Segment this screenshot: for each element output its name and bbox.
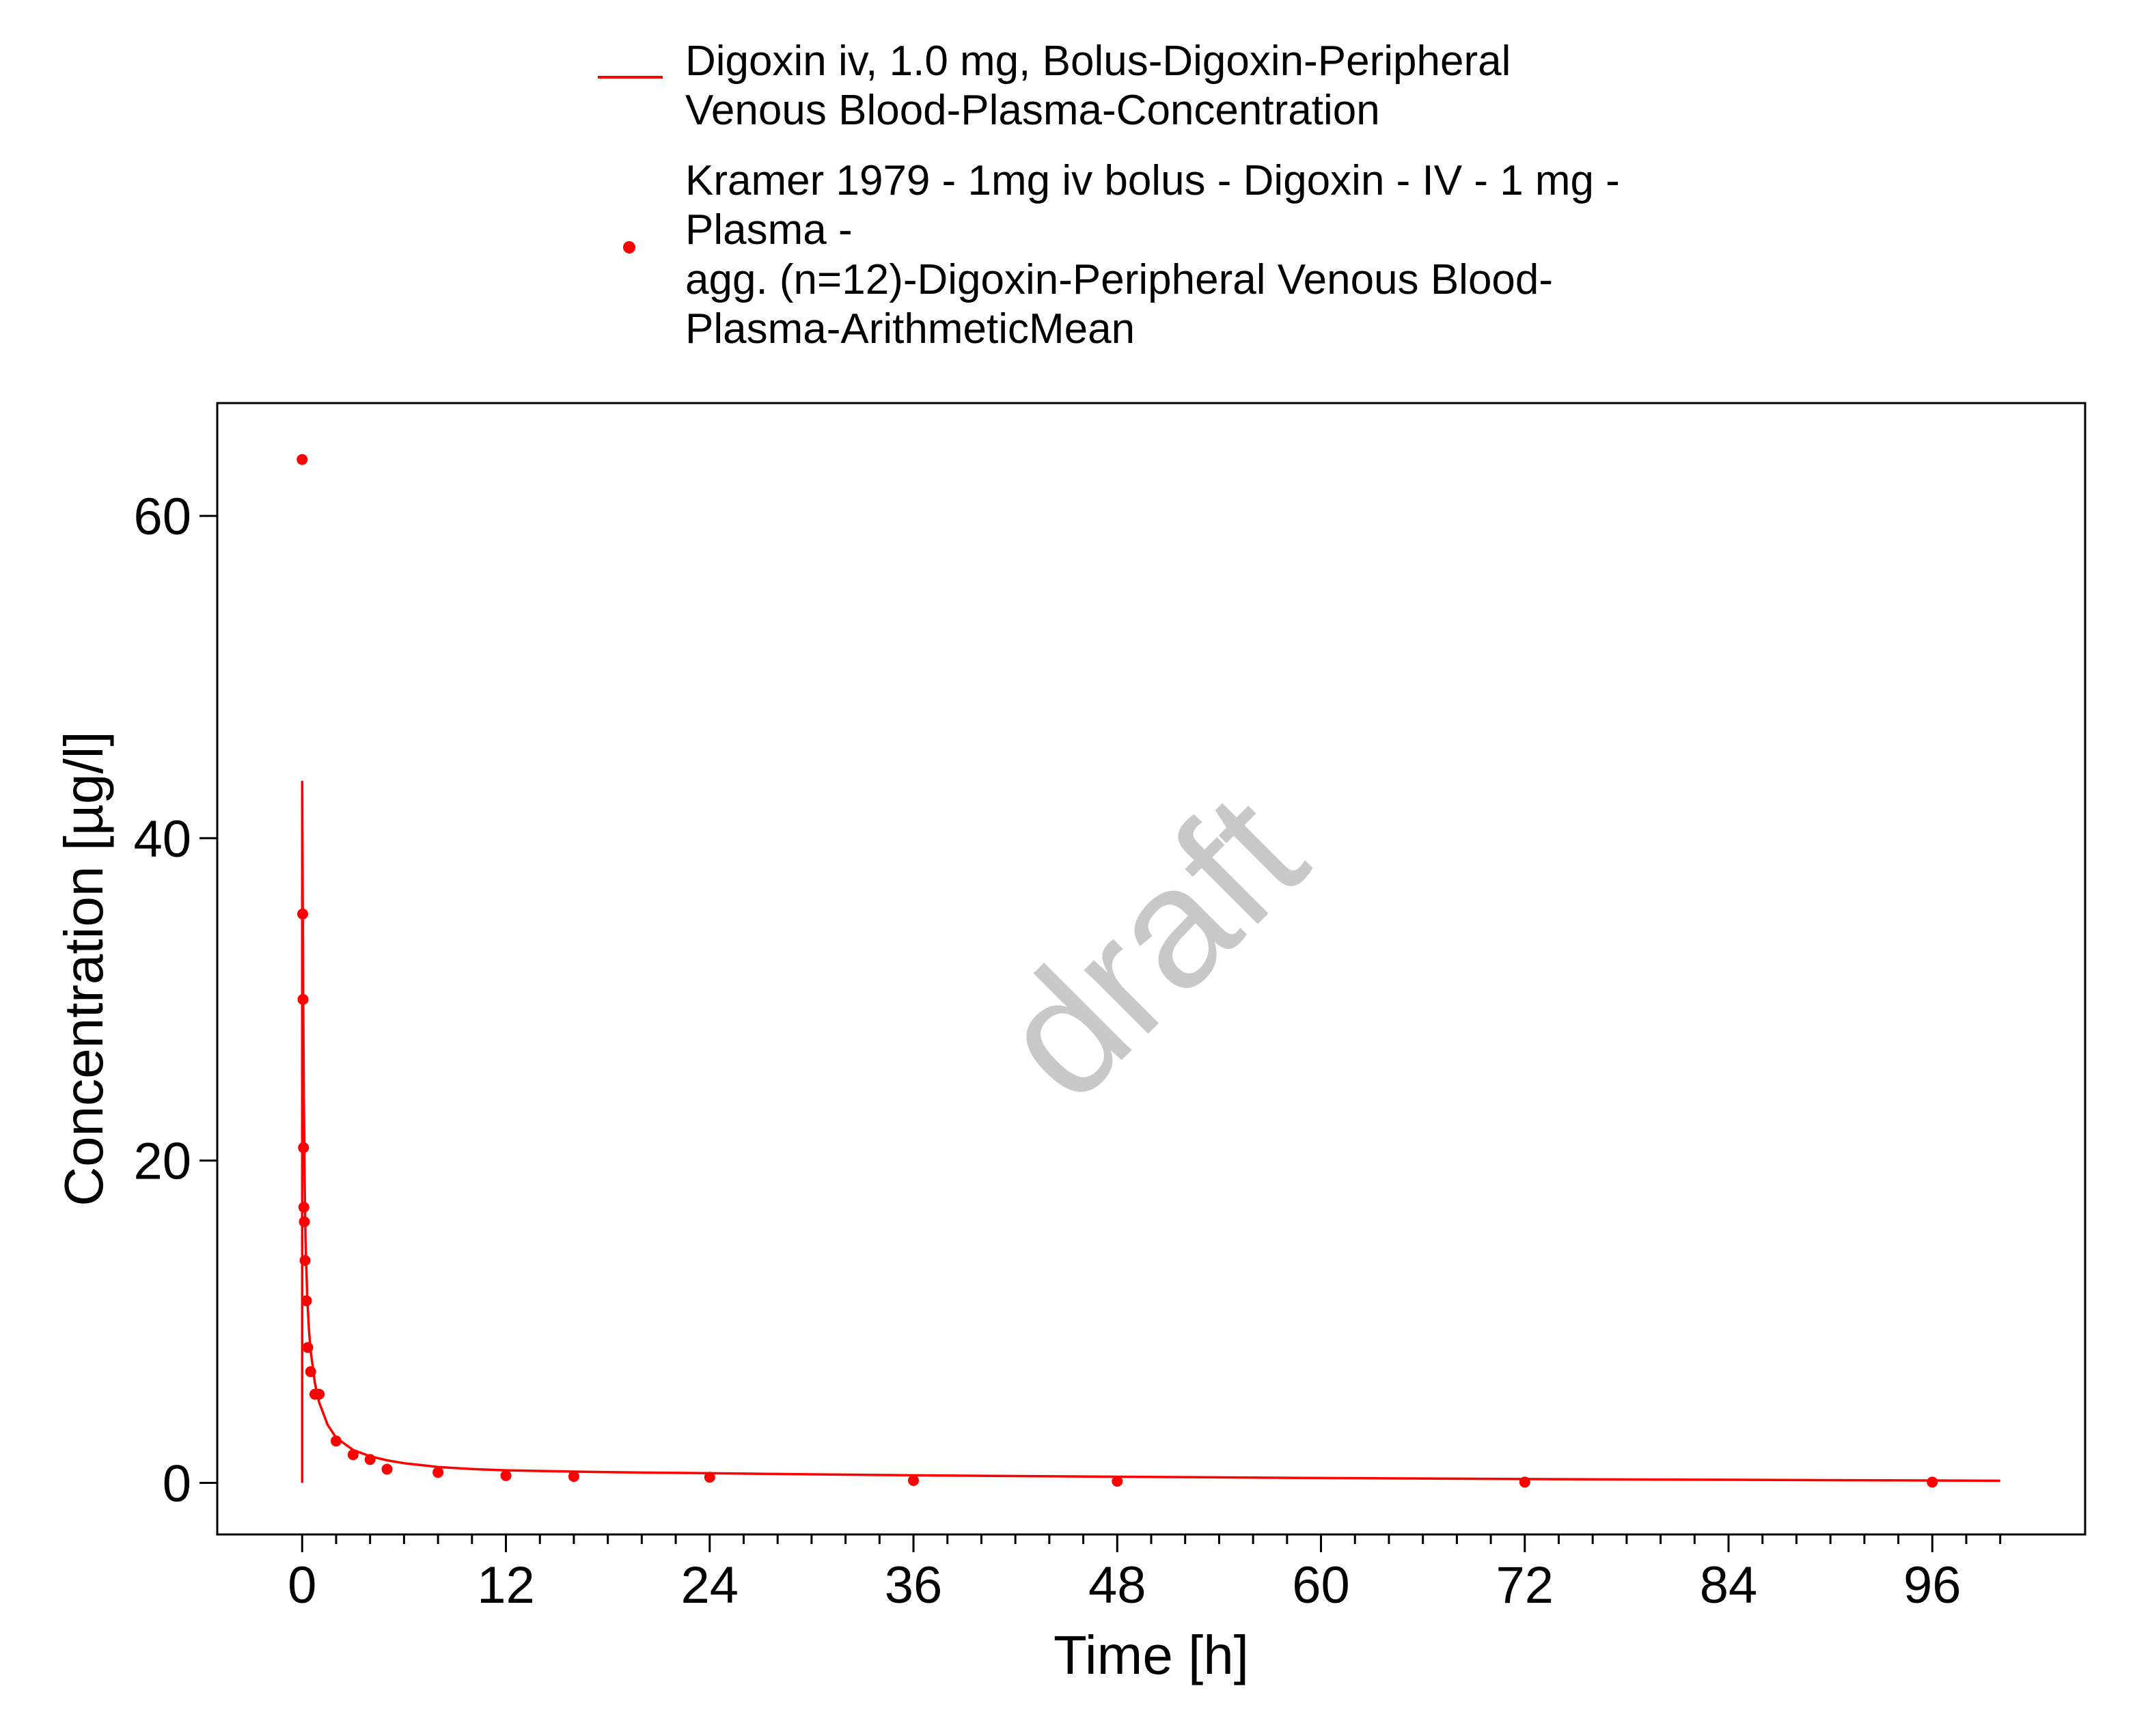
observed-data-point <box>297 908 309 920</box>
observed-data-point <box>330 1435 342 1447</box>
x-tick-label: 72 <box>1496 1556 1554 1614</box>
legend: Digoxin iv, 1.0 mg, Bolus-Digoxin-Periph… <box>598 38 1620 353</box>
observed-data-point <box>302 1342 314 1353</box>
legend-entry-2-line-1: Kramer 1979 - 1mg iv bolus - Digoxin - I… <box>685 157 1620 204</box>
x-tick-label: 24 <box>681 1556 739 1614</box>
observed-data-point <box>381 1463 393 1475</box>
y-tick-label: 20 <box>133 1133 191 1191</box>
x-axis-title: Time [h] <box>1053 1625 1249 1685</box>
simulation-line <box>301 780 2000 1483</box>
legend-entry-2-line-4: Plasma-ArithmeticMean <box>685 305 1135 353</box>
y-tick-label: 60 <box>133 488 191 546</box>
observed-data-point <box>1927 1476 1938 1488</box>
observed-data-point <box>704 1472 715 1483</box>
series-layer <box>297 454 2000 1488</box>
observed-data-point <box>1519 1476 1530 1488</box>
x-tick-label: 48 <box>1088 1556 1146 1614</box>
x-axis: 0 12 24 36 48 60 72 84 96 <box>288 1534 2002 1614</box>
observed-data-point <box>301 1295 312 1306</box>
legend-dot-marker <box>623 241 635 253</box>
observed-data-point <box>568 1471 579 1483</box>
legend-entry-1-line-2: Venous Blood-Plasma-Concentration <box>685 87 1380 134</box>
observed-data-point <box>314 1388 325 1400</box>
observed-data-point <box>299 1254 311 1266</box>
x-tick-label: 84 <box>1700 1556 1758 1614</box>
legend-entry-1-line-1: Digoxin iv, 1.0 mg, Bolus-Digoxin-Periph… <box>685 38 1511 85</box>
observed-data-point <box>305 1366 316 1377</box>
x-tick-label: 60 <box>1292 1556 1350 1614</box>
observed-data-point <box>298 1142 309 1153</box>
legend-entry-2-line-3: agg. (n=12)-Digoxin-Peripheral Venous Bl… <box>685 256 1553 303</box>
observed-data-point <box>347 1449 359 1461</box>
y-tick-label: 40 <box>133 810 191 868</box>
observed-data-point <box>364 1454 376 1465</box>
observed-data-point <box>297 454 308 465</box>
y-axis-title: Concentration [µg/l] <box>53 731 114 1206</box>
x-tick-label: 0 <box>288 1556 316 1614</box>
observed-data-point <box>432 1467 444 1478</box>
observed-data-point <box>908 1474 920 1486</box>
legend-entry-2-line-2: Plasma - <box>685 206 853 253</box>
y-axis: 0 20 40 60 <box>133 488 217 1513</box>
observed-data-point <box>1112 1476 1123 1487</box>
observed-data-point <box>299 1216 310 1228</box>
x-tick-label: 12 <box>477 1556 535 1614</box>
observed-data-point <box>500 1470 512 1481</box>
x-tick-label: 96 <box>1903 1556 1961 1614</box>
x-tick-label: 36 <box>885 1556 943 1614</box>
observed-data-point <box>298 1202 309 1213</box>
y-tick-label: 0 <box>163 1455 191 1513</box>
observed-data-point <box>297 993 309 1005</box>
